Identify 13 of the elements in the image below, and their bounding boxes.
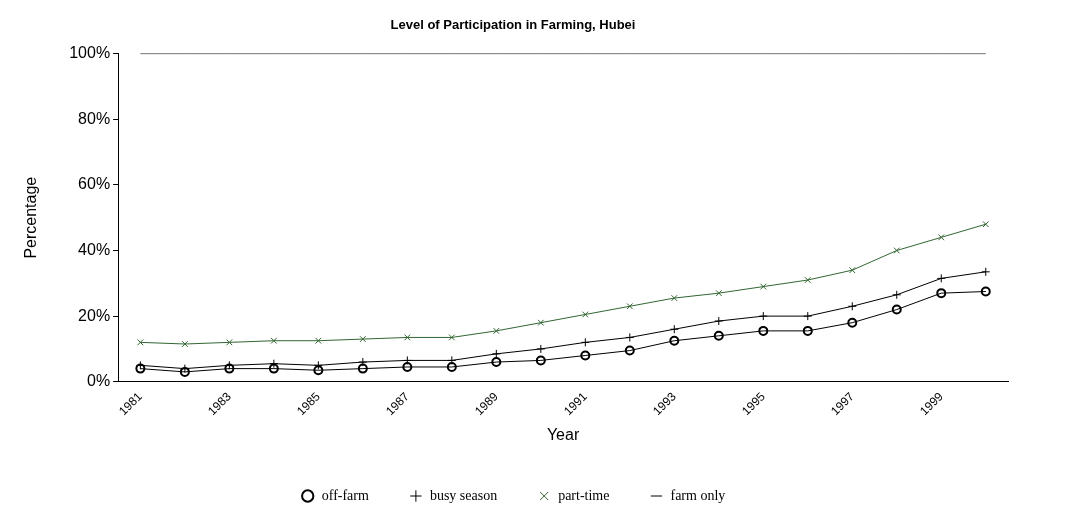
chart-title: Level of Participation in Farming, Hubei	[390, 17, 636, 33]
legend-label: busy season	[429, 487, 498, 503]
legend-label: off-farm	[321, 487, 369, 503]
legend-label: farm only	[670, 487, 726, 503]
y-tick-label: 0%	[87, 372, 111, 390]
y-tick-label: 80%	[78, 109, 111, 127]
y-axis-title: Percentage	[22, 176, 40, 259]
y-tick-label: 60%	[78, 175, 111, 193]
y-tick-label: 20%	[78, 306, 111, 324]
y-tick-label: 40%	[78, 240, 111, 258]
x-axis-title: Year	[546, 425, 580, 443]
y-tick-label: 100%	[69, 44, 111, 62]
legend-label: part-time	[558, 487, 610, 503]
